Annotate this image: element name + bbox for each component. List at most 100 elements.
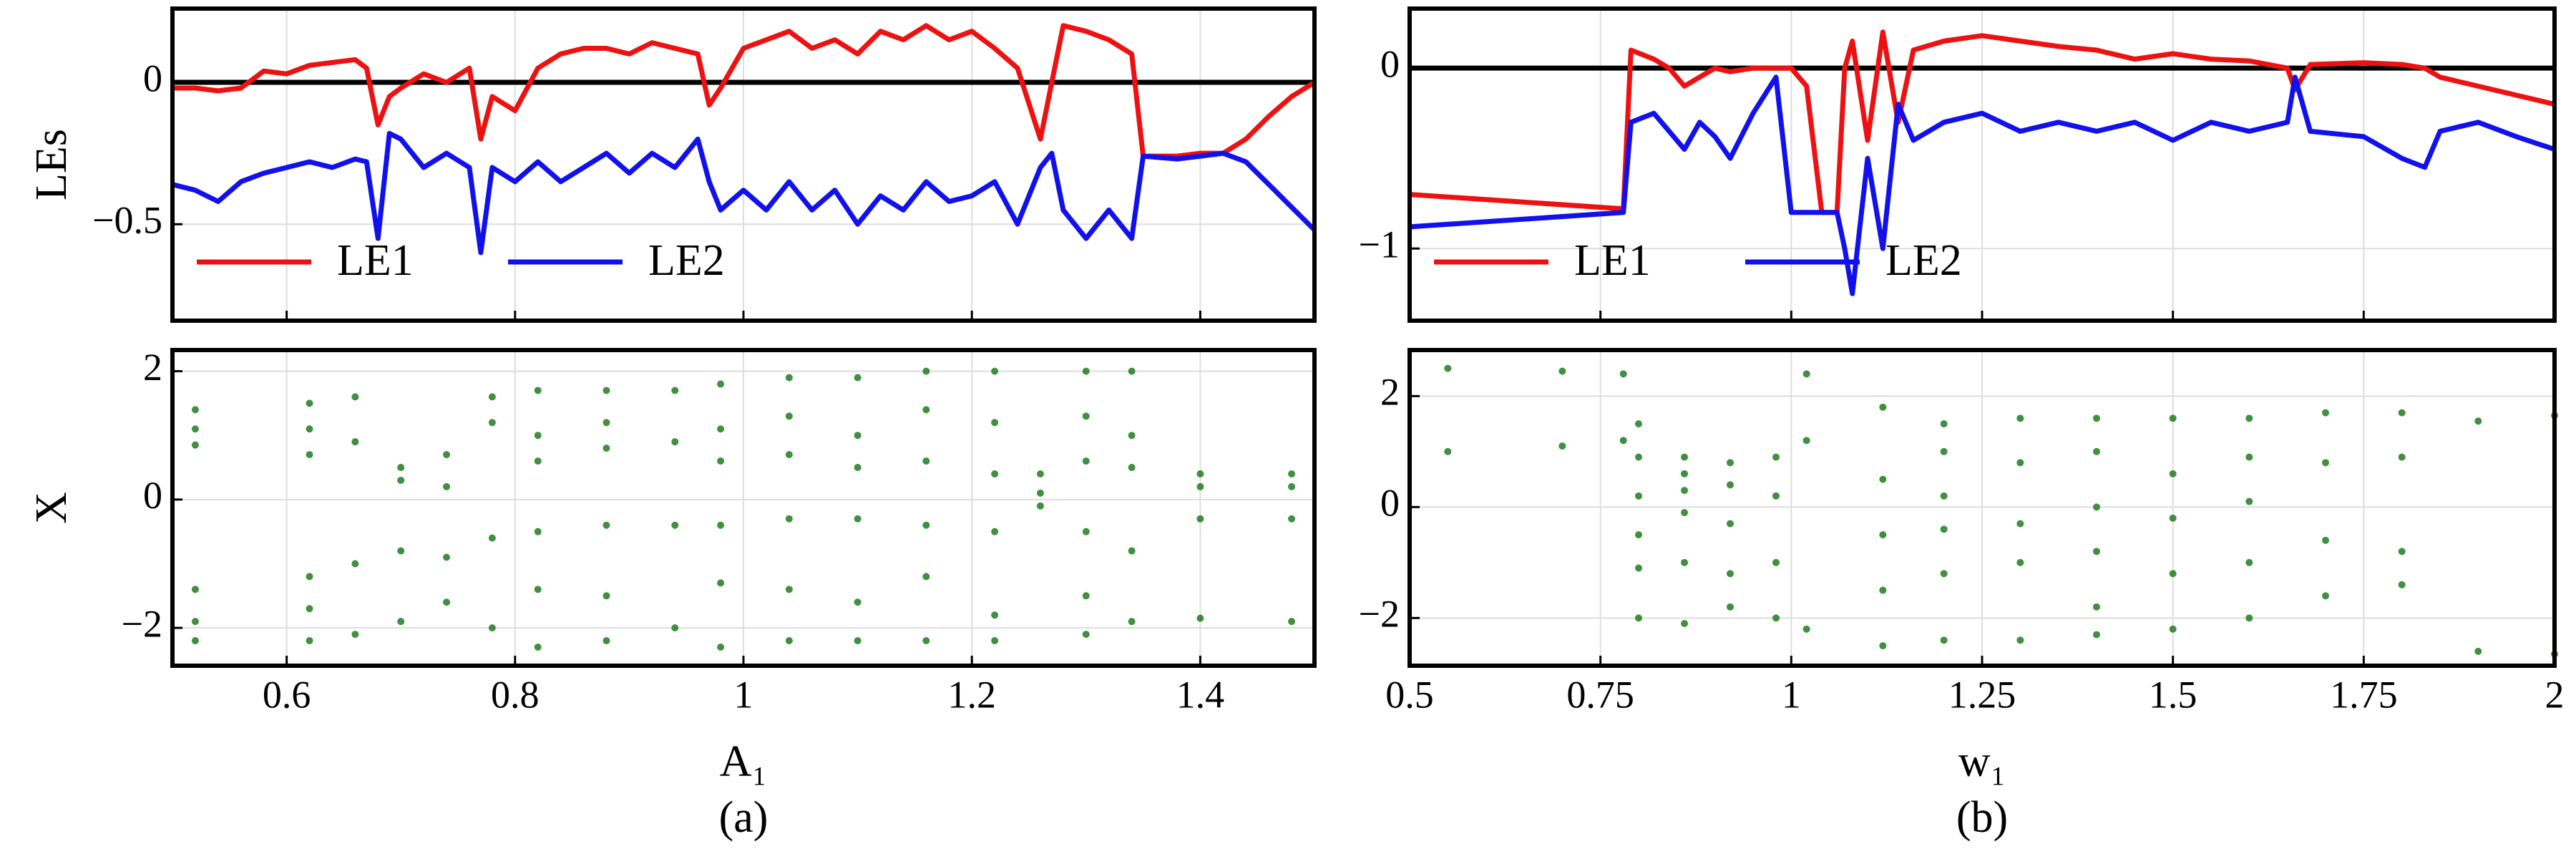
orbit-point [306, 573, 313, 581]
orbit-point [1619, 437, 1627, 445]
orbit-point [1036, 502, 1044, 510]
y-axis-label: LEs [27, 129, 76, 200]
x-tick-label: 1.4 [1176, 673, 1225, 716]
le-line [1409, 29, 2555, 215]
orbit-point [1727, 520, 1734, 528]
orbit-point [1196, 515, 1204, 523]
legend-label: LE1 [1574, 236, 1651, 285]
orbit-point [2169, 470, 2177, 477]
orbit-point [2016, 520, 2024, 528]
le-line [172, 23, 1316, 159]
orbit-point [854, 598, 862, 606]
orbit-point [534, 432, 542, 440]
orbit-point [991, 637, 999, 645]
x-tick-label: 1 [734, 673, 753, 716]
y-tick-label: 0 [1380, 482, 1400, 525]
y-tick-label: 2 [1380, 371, 1400, 414]
orbit-point [191, 637, 199, 645]
orbit-point [2398, 453, 2406, 461]
x-axis-label: A₁ [720, 737, 767, 786]
orbit-point [717, 425, 725, 433]
orbit-point [351, 438, 359, 446]
orbit-point [602, 637, 610, 645]
orbit-point [1196, 470, 1204, 477]
le-line [1409, 74, 2556, 296]
orbit-point [1772, 453, 1780, 461]
y-tick-label: 0 [1380, 43, 1400, 86]
orbit-point [1879, 475, 1887, 483]
orbit-point [1082, 528, 1090, 535]
panel: 0.6 0.8 1 1.2 1.4 2 0 −2 X A₁ (a) [27, 346, 1317, 842]
orbit-point [2169, 414, 2177, 422]
orbit-point [1128, 464, 1136, 472]
x-tick-label: 2 [2545, 673, 2565, 716]
y-tick-label: 0 [143, 474, 162, 517]
orbit-point [2169, 625, 2177, 633]
orbit-point [397, 547, 405, 555]
orbit-point [191, 618, 199, 626]
orbit-point [717, 644, 725, 651]
orbit-point [534, 586, 542, 593]
le-line [172, 130, 1317, 256]
orbit-point [1196, 482, 1204, 490]
y-tick-label: −2 [122, 603, 162, 646]
orbit-point [191, 441, 199, 449]
orbit-point [1681, 509, 1688, 517]
orbit-point [1635, 453, 1642, 461]
orbit-point [443, 451, 451, 459]
orbit-point [671, 438, 679, 446]
orbit-point [922, 521, 930, 529]
orbit-point [397, 476, 405, 484]
x-tick-label: 1.75 [2330, 673, 2398, 716]
orbit-point [1082, 457, 1090, 465]
orbit-point [1879, 531, 1887, 539]
orbit-point [1196, 614, 1204, 622]
orbit-point [1802, 625, 1810, 633]
orbit-point [2398, 581, 2406, 588]
legend-label: LE1 [337, 236, 414, 285]
orbit-point [1635, 614, 1642, 622]
orbit-point [1681, 558, 1688, 566]
orbit-point [2016, 459, 2024, 467]
orbit-point [397, 618, 405, 626]
orbit-point [1879, 403, 1887, 411]
y-axis-label: X [27, 492, 76, 524]
orbit-point [1772, 614, 1780, 622]
orbit-point [785, 586, 793, 593]
orbit-point [922, 573, 930, 581]
orbit-point [1802, 437, 1810, 445]
orbit-point [2093, 447, 2100, 455]
orbit-point [717, 457, 725, 465]
orbit-point [534, 528, 542, 535]
orbit-point [2093, 503, 2100, 511]
orbit-point [2322, 409, 2329, 417]
orbit-point [2169, 570, 2177, 578]
orbit-point [602, 521, 610, 529]
orbit-point [534, 387, 542, 394]
orbit-point [671, 387, 679, 394]
orbit-point [1444, 447, 1452, 455]
orbit-point [488, 534, 496, 542]
orbit-point [1288, 618, 1296, 626]
orbit-point [854, 374, 862, 382]
orbit-point [785, 374, 793, 382]
axes-frame [170, 6, 1317, 323]
orbit-point [1288, 482, 1296, 490]
orbit-point [1940, 525, 1948, 533]
orbit-point [1036, 489, 1044, 497]
orbit-point [1635, 492, 1642, 500]
orbit-point [1681, 620, 1688, 628]
orbit-point [2322, 459, 2329, 467]
orbit-point [1727, 481, 1734, 489]
orbit-point [1128, 432, 1136, 440]
orbit-point [1879, 586, 1887, 594]
orbit-point [191, 425, 199, 433]
orbit-point [717, 521, 725, 529]
orbit-point [397, 464, 405, 472]
orbit-point [854, 515, 862, 523]
orbit-point [2016, 414, 2024, 422]
orbit-point [671, 624, 679, 632]
orbit-point [1558, 442, 1566, 450]
orbit-point [2398, 548, 2406, 555]
